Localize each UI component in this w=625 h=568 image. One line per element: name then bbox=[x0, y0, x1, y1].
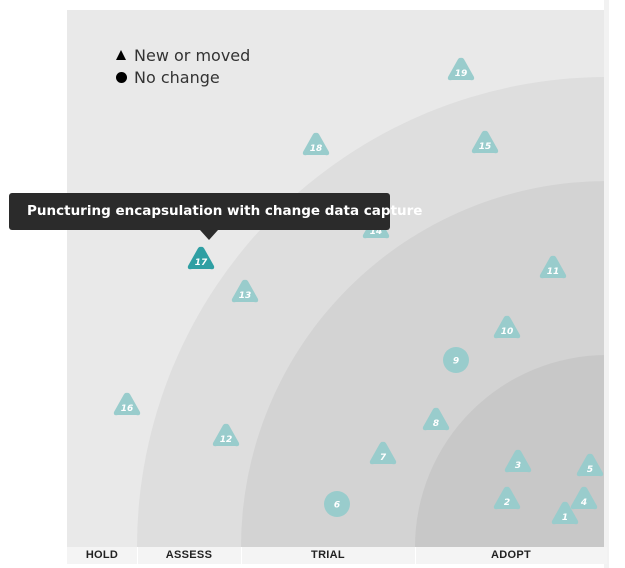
blip-16[interactable]: 16 bbox=[113, 392, 141, 416]
triangle-icon bbox=[116, 50, 134, 60]
blip-number: 11 bbox=[547, 267, 560, 277]
blip-triangle-shape bbox=[212, 423, 240, 447]
blip-number: 13 bbox=[239, 291, 252, 301]
blip-triangle-shape bbox=[369, 441, 397, 465]
blip-5[interactable]: 5 bbox=[576, 453, 604, 477]
blip-number: 12 bbox=[220, 435, 233, 445]
legend-no-change-label: No change bbox=[134, 67, 220, 87]
blip-triangle-shape bbox=[447, 57, 475, 81]
blip-number: 14 bbox=[370, 227, 383, 237]
blip-19[interactable]: 19 bbox=[447, 57, 475, 81]
blip-number: 4 bbox=[580, 498, 587, 508]
radar-axis-strip bbox=[604, 0, 609, 568]
legend-new-or-moved: New or moved bbox=[116, 44, 250, 66]
blip-8[interactable]: 8 bbox=[422, 407, 450, 431]
blip-9[interactable]: 9 bbox=[443, 347, 469, 373]
legend: New or moved No change bbox=[116, 44, 250, 88]
blip-number: 10 bbox=[501, 327, 514, 337]
blip-triangle-shape bbox=[187, 246, 215, 270]
blip-number: 6 bbox=[334, 501, 340, 511]
legend-no-change: No change bbox=[116, 66, 250, 88]
blip-number: 5 bbox=[587, 465, 593, 475]
blip-number: 9 bbox=[453, 357, 459, 367]
ring-label-band bbox=[67, 547, 607, 564]
ring-label-adopt[interactable]: ADOPT bbox=[491, 549, 531, 561]
blip-triangle-shape bbox=[302, 132, 330, 156]
blip-triangle-shape bbox=[570, 486, 598, 510]
blip-triangle-shape bbox=[539, 255, 567, 279]
blip-7[interactable]: 7 bbox=[369, 441, 397, 465]
blip-number: 19 bbox=[455, 69, 468, 79]
blip-17[interactable]: 17 bbox=[187, 246, 215, 270]
blip-number: 1 bbox=[562, 513, 568, 523]
radar-right-margin bbox=[607, 0, 625, 568]
blip-triangle-shape bbox=[576, 453, 604, 477]
blip-13[interactable]: 13 bbox=[231, 279, 259, 303]
blip-number: 16 bbox=[121, 404, 134, 414]
blip-3[interactable]: 3 bbox=[504, 449, 532, 473]
ring-label-assess[interactable]: ASSESS bbox=[165, 549, 213, 561]
blip-triangle-shape bbox=[493, 486, 521, 510]
blip-18[interactable]: 18 bbox=[302, 132, 330, 156]
blip-1[interactable]: 1 bbox=[551, 501, 579, 525]
blip-triangle-shape bbox=[422, 407, 450, 431]
blip-circle-shape bbox=[443, 347, 469, 373]
blip-triangle-shape bbox=[231, 279, 259, 303]
ring-label-separator bbox=[241, 547, 242, 564]
blip-number: 7 bbox=[380, 453, 387, 463]
circle-icon bbox=[116, 71, 134, 83]
blip-number: 2 bbox=[504, 498, 510, 508]
blip-triangle-shape bbox=[504, 449, 532, 473]
blip-number: 15 bbox=[479, 142, 492, 152]
blip-number: 17 bbox=[195, 258, 208, 268]
blip-4[interactable]: 4 bbox=[570, 486, 598, 510]
blip-11[interactable]: 11 bbox=[539, 255, 567, 279]
blip-15[interactable]: 15 bbox=[471, 130, 499, 154]
ring-label-separator bbox=[137, 547, 138, 564]
blip-tooltip: Puncturing encapsulation with change dat… bbox=[9, 193, 422, 240]
ring-adopt bbox=[415, 355, 607, 547]
blip-12[interactable]: 12 bbox=[212, 423, 240, 447]
blip-2[interactable]: 2 bbox=[493, 486, 521, 510]
ring-label-separator bbox=[415, 547, 416, 564]
blip-triangle-shape bbox=[493, 315, 521, 339]
blip-number: 8 bbox=[433, 419, 439, 429]
ring-label-trial[interactable]: TRIAL bbox=[311, 549, 345, 561]
tooltip-text: Puncturing encapsulation with change dat… bbox=[27, 203, 423, 219]
blip-number: 18 bbox=[310, 144, 323, 154]
blip-triangle-shape bbox=[471, 130, 499, 154]
tooltip-arrow bbox=[200, 230, 218, 240]
blip-triangle-shape bbox=[113, 392, 141, 416]
blip-6[interactable]: 6 bbox=[324, 491, 350, 517]
blip-number: 3 bbox=[515, 461, 521, 471]
ring-label-hold[interactable]: HOLD bbox=[85, 549, 119, 561]
legend-new-or-moved-label: New or moved bbox=[134, 45, 251, 65]
blip-circle-shape bbox=[324, 491, 350, 517]
blip-10[interactable]: 10 bbox=[493, 315, 521, 339]
blip-triangle-shape bbox=[551, 501, 579, 525]
ring-labels: HOLD ASSESS TRIAL ADOPT bbox=[67, 546, 607, 564]
